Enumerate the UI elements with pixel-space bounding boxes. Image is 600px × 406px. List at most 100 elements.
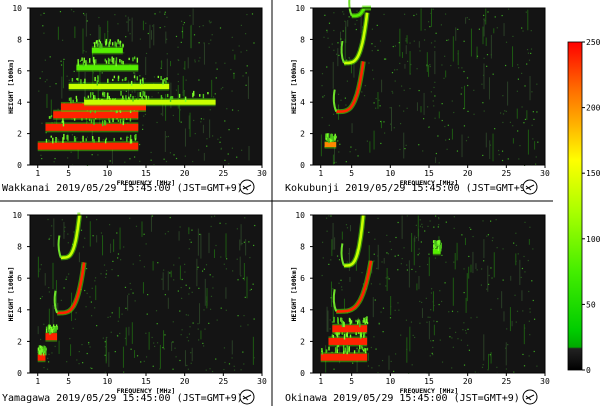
x-tick-label: 5: [66, 377, 71, 386]
station-clock-icon: [239, 179, 255, 195]
x-tick-label: 20: [463, 169, 473, 178]
y-tick-label: 4: [17, 306, 22, 315]
trace-cusp-2: [57, 212, 83, 261]
y-tick-label: 6: [17, 67, 22, 76]
trace-layer-1: [37, 133, 139, 152]
colorbar-gradient: [567, 41, 583, 371]
station-clock-icon: [239, 389, 255, 405]
panel-caption: Yamagawa 2019/05/29 15:45:00 (JST=GMT+9): [2, 393, 243, 404]
x-tick-label: 30: [540, 169, 550, 178]
trace-layer-7: [76, 56, 139, 72]
y-tick-label: 2: [300, 337, 305, 346]
x-axis-label: FREQUENCY [MHz]: [117, 179, 176, 187]
echo-traces: [320, 214, 442, 363]
y-tick-label: 10: [12, 4, 22, 13]
x-tick-label: 1: [318, 169, 323, 178]
trace-layer-1: [37, 345, 47, 363]
plot-area: [30, 215, 262, 373]
x-tick-label: 25: [219, 169, 229, 178]
x-axis-label: FREQUENCY [MHz]: [117, 387, 176, 395]
y-tick-label: 8: [17, 35, 22, 44]
trace-cusp-1: [332, 260, 374, 314]
trace-cusp-2: [340, 214, 366, 269]
x-tick-label: 10: [103, 377, 113, 386]
y-tick-label: 4: [300, 98, 305, 107]
x-tick-label: 5: [349, 169, 354, 178]
y-tick-label: 0: [300, 369, 305, 378]
x-tick-label: 30: [257, 377, 267, 386]
y-tick-label: 0: [17, 161, 22, 170]
x-tick-label: 15: [424, 169, 434, 178]
y-tick-label: 0: [17, 369, 22, 378]
x-tick-label: 15: [424, 377, 434, 386]
x-tick-label: 20: [180, 169, 190, 178]
x-tick-label: 25: [502, 377, 512, 386]
panel-caption: Okinawa 2019/05/29 15:45:00 (JST=GMT+9): [285, 393, 520, 404]
trace-cusp-2: [340, 12, 370, 66]
x-tick-label: 1: [318, 377, 323, 386]
x-tick-label: 5: [349, 377, 354, 386]
colorbar-tick-label: 100: [586, 235, 600, 244]
x-tick-label: 20: [463, 377, 473, 386]
y-tick-label: 6: [17, 274, 22, 283]
y-tick-label: 4: [300, 306, 305, 315]
y-tick-label: 2: [300, 130, 305, 139]
x-tick-label: 10: [386, 377, 396, 386]
y-tick-label: 6: [300, 274, 305, 283]
noise-layer: [37, 215, 256, 374]
x-tick-label: 30: [257, 169, 267, 178]
colorbar-tick-label: 50: [586, 300, 596, 309]
panel-caption: Kokubunji 2019/05/29 15:45:00 (JST=GMT+9…: [285, 183, 532, 194]
y-tick-label: 4: [17, 98, 22, 107]
y-axis-label: HEIGHT [100km]: [290, 59, 298, 114]
colorbar-tick-label: 250: [586, 38, 600, 47]
y-tick-label: 0: [300, 161, 305, 170]
y-tick-label: 8: [300, 243, 305, 252]
colorbar-tick-label: 0: [586, 366, 591, 375]
x-tick-label: 1: [35, 377, 40, 386]
station-clock-icon: [522, 389, 538, 405]
echo-traces: [37, 212, 87, 363]
panel-caption: Wakkanai 2019/05/29 15:45:00 (JST=GMT+9): [2, 183, 243, 194]
x-tick-label: 10: [103, 169, 113, 178]
x-tick-label: 20: [180, 377, 190, 386]
trace-layer-1: [320, 344, 369, 363]
trace-speck: [432, 240, 442, 256]
y-tick-label: 6: [300, 67, 305, 76]
y-axis-label: HEIGHT [100km]: [7, 59, 15, 114]
y-tick-label: 8: [17, 243, 22, 252]
station-clock-icon: [522, 179, 538, 195]
trace-layer-5: [84, 90, 216, 107]
y-tick-label: 10: [12, 211, 22, 220]
y-axis-label: HEIGHT [100km]: [290, 267, 298, 322]
trace-cusp-1: [332, 61, 366, 115]
x-axis-label: FREQUENCY [MHz]: [400, 179, 459, 187]
plot-area: [313, 8, 545, 165]
y-tick-label: 10: [295, 4, 305, 13]
colorbar-tick-label: 200: [586, 104, 600, 113]
trace-layer-3: [332, 316, 369, 334]
noise-layer: [320, 8, 539, 166]
x-tick-label: 15: [141, 169, 151, 178]
trace-layer-2: [45, 324, 59, 342]
echo-traces: [37, 38, 216, 152]
trace-layer-2: [328, 328, 368, 347]
y-tick-label: 8: [300, 35, 305, 44]
trace-layer-8: [91, 38, 124, 55]
x-tick-label: 1: [35, 169, 40, 178]
trace-cusp-1: [53, 262, 87, 316]
x-tick-label: 30: [540, 377, 550, 386]
x-axis-label: FREQUENCY [MHz]: [400, 387, 459, 395]
y-tick-label: 2: [17, 337, 22, 346]
x-tick-label: 15: [141, 377, 151, 386]
trace-layer-1: [324, 133, 338, 149]
x-tick-label: 5: [66, 169, 71, 178]
x-tick-label: 25: [502, 169, 512, 178]
colorbar: 250 200 150 100 50 0: [567, 38, 600, 375]
y-axis-label: HEIGHT [100km]: [7, 267, 15, 322]
y-tick-label: 10: [295, 211, 305, 220]
